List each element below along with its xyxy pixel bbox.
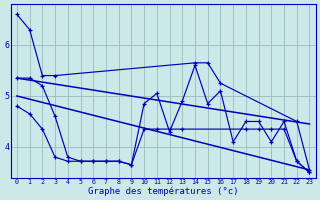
X-axis label: Graphe des températures (°c): Graphe des températures (°c) <box>88 186 238 196</box>
